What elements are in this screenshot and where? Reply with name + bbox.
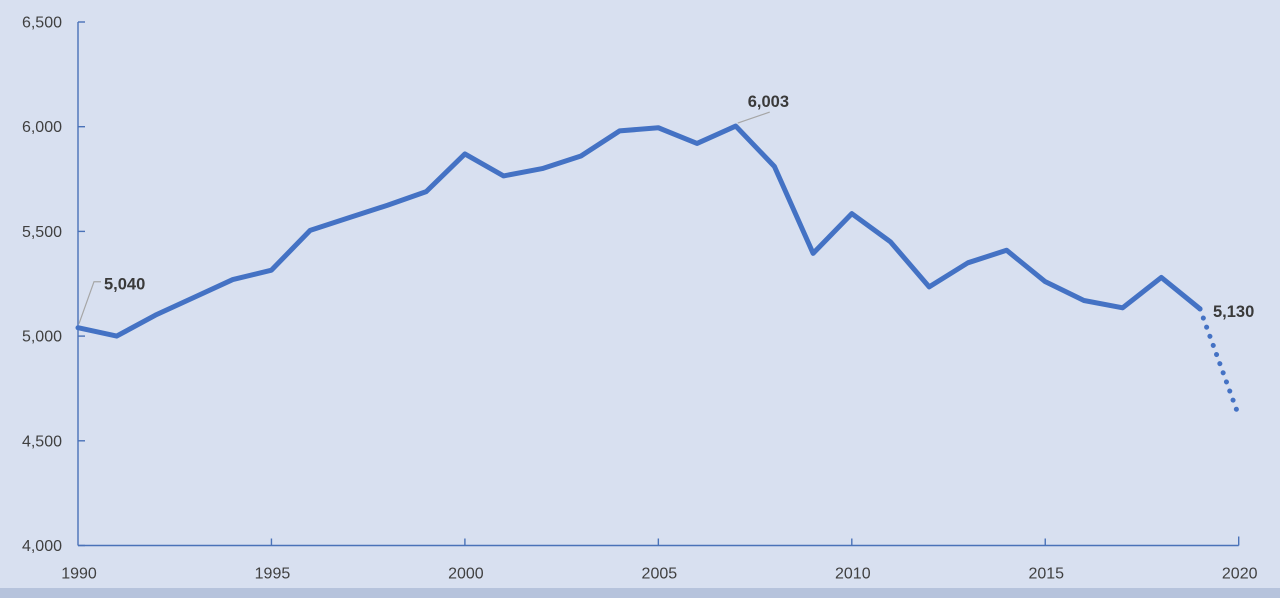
data-point-label: 5,130	[1213, 303, 1254, 321]
x-tick-label: 2005	[642, 566, 678, 583]
bottom-strip	[0, 588, 1280, 598]
x-tick-label: 2020	[1222, 566, 1258, 583]
x-tick-label: 2015	[1028, 566, 1064, 583]
x-tick-label: 2010	[835, 566, 871, 583]
y-tick-label: 4,000	[22, 538, 62, 555]
data-point-label: 6,003	[748, 93, 789, 111]
y-tick-label: 6,500	[22, 15, 62, 32]
y-tick-label: 6,000	[22, 119, 62, 136]
x-tick-label: 1995	[255, 566, 291, 583]
data-point-label: 5,040	[104, 276, 145, 294]
y-tick-label: 5,500	[22, 224, 62, 241]
x-tick-label: 2000	[448, 566, 484, 583]
y-tick-label: 5,000	[22, 329, 62, 346]
data-line	[75, 123, 1203, 339]
y-tick-label: 4,500	[22, 433, 62, 450]
label-leader-line	[78, 281, 101, 324]
label-leader-line	[737, 111, 770, 124]
x-tick-label: 1990	[61, 566, 97, 583]
projection-line	[1197, 306, 1242, 419]
